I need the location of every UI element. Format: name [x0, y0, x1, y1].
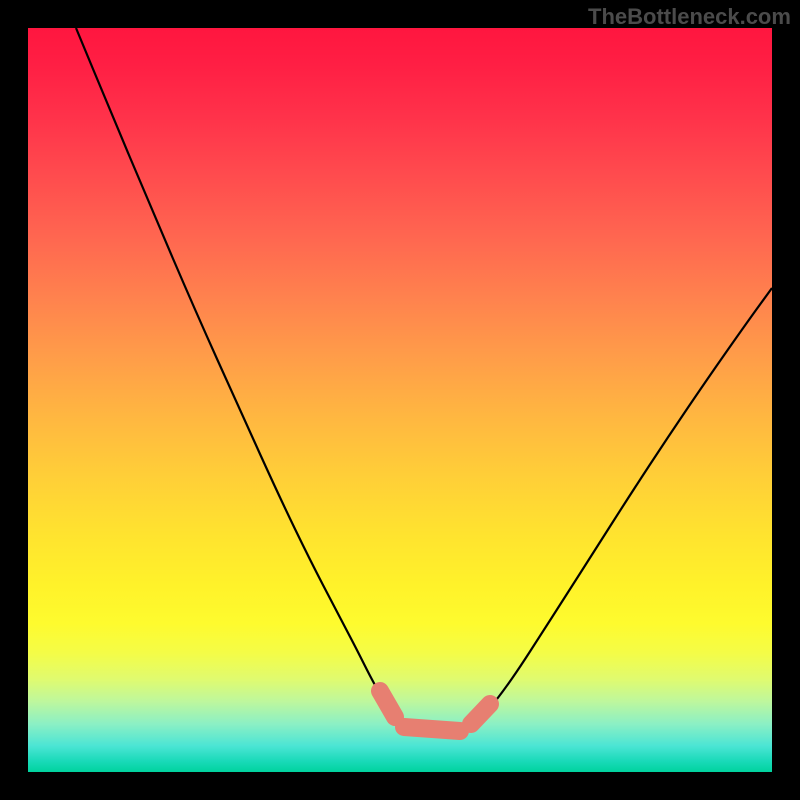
chart-overlay-svg: [0, 0, 800, 800]
bottleneck-curve: [76, 28, 772, 735]
highlight-marker-1: [404, 727, 460, 731]
highlight-marker-2: [471, 704, 490, 724]
watermark-text: TheBottleneck.com: [588, 4, 791, 30]
highlight-marker-0: [380, 691, 395, 717]
